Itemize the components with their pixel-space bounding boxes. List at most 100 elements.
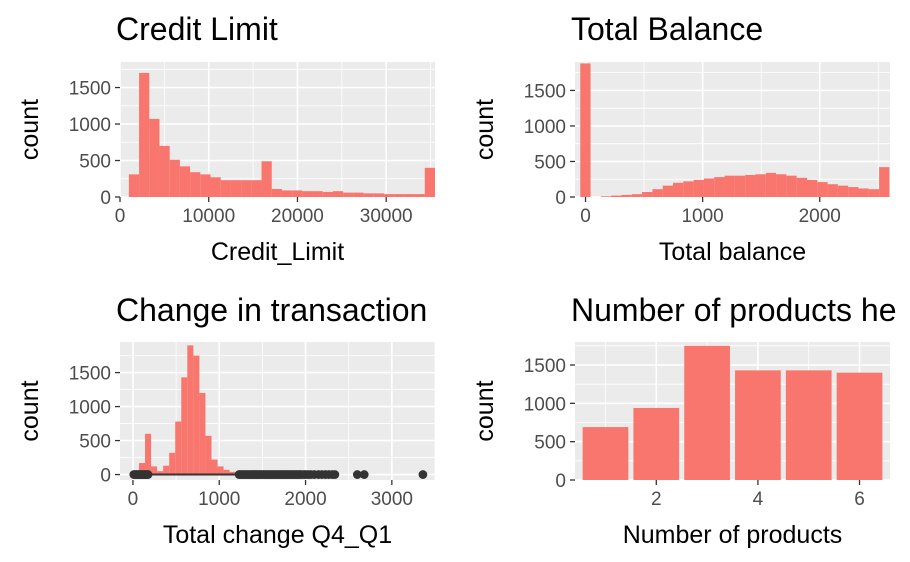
histogram-bar bbox=[312, 191, 323, 197]
y-tick-label: 1500 bbox=[69, 364, 111, 385]
histogram-bar bbox=[642, 192, 653, 197]
chart-panel-4: 2 4 6 0 500 1000 1500 Number of products he Numb… bbox=[471, 292, 897, 549]
x-tick-label: 0 bbox=[128, 489, 139, 510]
histogram-bar bbox=[858, 188, 869, 197]
histogram-bar bbox=[353, 192, 364, 197]
histogram-bar bbox=[693, 179, 704, 197]
histogram-bar bbox=[837, 185, 849, 197]
histogram-bar bbox=[230, 180, 242, 197]
histogram-bar bbox=[868, 189, 880, 197]
histogram-bar bbox=[383, 194, 395, 197]
bars bbox=[128, 72, 435, 197]
histogram-bar bbox=[879, 167, 890, 197]
boxplot-outlier bbox=[330, 470, 340, 479]
x-tick-label: 1000 bbox=[681, 206, 723, 227]
histogram-bar bbox=[611, 195, 622, 197]
histogram-bar bbox=[755, 174, 766, 197]
x-tick-label: 6 bbox=[854, 489, 865, 510]
bar bbox=[684, 345, 730, 480]
bars bbox=[580, 63, 890, 197]
x-tick-label: 3000 bbox=[371, 489, 413, 510]
y-tick-label: 1500 bbox=[69, 79, 111, 100]
boxplot-outlier bbox=[359, 470, 369, 479]
gridlines bbox=[120, 62, 435, 197]
y-tick-label: 1000 bbox=[69, 115, 111, 136]
x-tick-label: 2 bbox=[651, 489, 662, 510]
histogram-bar bbox=[631, 194, 643, 197]
histogram-bar bbox=[145, 433, 152, 475]
histogram-bar bbox=[151, 466, 158, 475]
x-tick-label: 10000 bbox=[182, 206, 235, 227]
x-axis-label: Number of products bbox=[623, 521, 843, 549]
histogram-bar bbox=[210, 177, 221, 197]
histogram-bar bbox=[211, 459, 218, 475]
histogram-bar bbox=[600, 196, 612, 197]
y-tick-label: 0 bbox=[100, 466, 111, 487]
bars bbox=[132, 345, 242, 475]
histogram-bar bbox=[193, 355, 200, 475]
y-tick-label: 0 bbox=[555, 188, 566, 209]
histogram-bar bbox=[261, 161, 272, 197]
histogram-bar bbox=[363, 193, 374, 197]
histogram-bar bbox=[621, 194, 632, 197]
histogram-bar bbox=[149, 118, 160, 197]
histogram-bar bbox=[724, 175, 735, 197]
histogram-bar bbox=[786, 175, 797, 197]
x-tick-label: 20000 bbox=[271, 206, 324, 227]
y-tick-label: 0 bbox=[555, 471, 566, 492]
y-tick-label: 500 bbox=[534, 152, 566, 173]
histogram-bar bbox=[827, 184, 838, 197]
histogram-bar bbox=[281, 190, 293, 197]
bars bbox=[582, 345, 883, 480]
histogram-bar bbox=[424, 167, 435, 197]
histogram-bar bbox=[703, 178, 715, 197]
histogram-bar bbox=[190, 172, 201, 197]
y-tick-label: 500 bbox=[79, 152, 111, 173]
panel-title: Number of products he bbox=[571, 292, 897, 328]
histogram-bar bbox=[765, 172, 777, 197]
y-tick-label: 0 bbox=[100, 188, 111, 209]
y-tick-label: 1000 bbox=[524, 394, 566, 415]
boxplot-outlier bbox=[418, 470, 428, 479]
histogram-bar bbox=[292, 190, 303, 197]
x-axis-label: Total balance bbox=[659, 238, 806, 266]
histogram-bar bbox=[683, 181, 694, 197]
y-tick-label: 1000 bbox=[524, 117, 566, 138]
x-tick-label: 2000 bbox=[799, 206, 841, 227]
x-tick-label: 0 bbox=[580, 206, 591, 227]
x-tick-label: 0 bbox=[115, 206, 126, 227]
histogram-bar bbox=[652, 189, 663, 197]
x-tick-label: 30000 bbox=[360, 206, 413, 227]
histogram-bar bbox=[229, 471, 236, 475]
panel-title: Credit Limit bbox=[116, 11, 278, 47]
histogram-bar bbox=[776, 174, 787, 197]
histogram-bar bbox=[251, 180, 262, 197]
y-tick-label: 500 bbox=[79, 432, 111, 453]
histogram-bar bbox=[157, 471, 164, 475]
y-axis-label: count bbox=[16, 99, 44, 160]
histogram-bar bbox=[806, 179, 818, 197]
panel-title: Change in transaction bbox=[116, 292, 427, 328]
histogram-bar bbox=[322, 191, 333, 197]
histogram-bar bbox=[199, 392, 206, 475]
histogram-bar bbox=[332, 191, 344, 197]
histogram-bar bbox=[187, 345, 194, 475]
x-tick-label: 4 bbox=[753, 489, 764, 510]
histogram-bar bbox=[796, 177, 807, 197]
histogram-bar bbox=[179, 166, 191, 197]
histogram-bar bbox=[404, 194, 415, 197]
x-axis-label: Credit_Limit bbox=[211, 238, 344, 266]
histogram-bar bbox=[205, 435, 212, 475]
histogram-bar bbox=[163, 465, 170, 475]
histogram-bar bbox=[181, 377, 188, 475]
y-tick-label: 1500 bbox=[524, 356, 566, 377]
histogram-bar bbox=[745, 174, 756, 197]
x-tick-label: 2000 bbox=[284, 489, 326, 510]
y-axis-label: count bbox=[16, 380, 44, 441]
histogram-bar bbox=[343, 192, 354, 197]
histogram-bar bbox=[414, 194, 425, 197]
histogram-bar bbox=[138, 463, 146, 475]
bar bbox=[582, 427, 629, 480]
histogram-bar bbox=[139, 72, 150, 197]
